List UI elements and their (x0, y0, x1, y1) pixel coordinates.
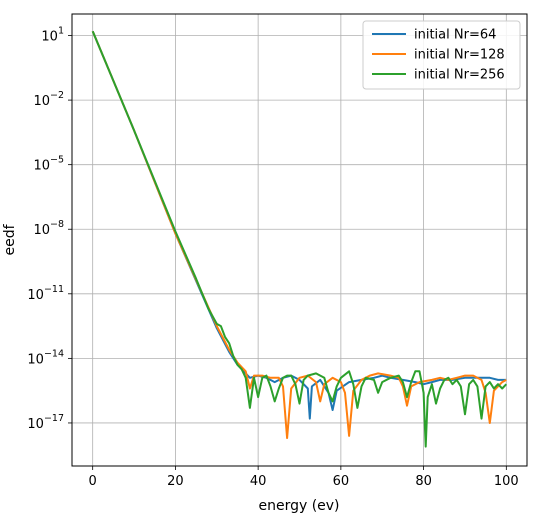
legend: initial Nr=64 initial Nr=128 initial Nr=… (362, 20, 521, 90)
x-tick-label: 0 (89, 474, 97, 489)
legend-label-nr256: initial Nr=256 (414, 68, 505, 83)
legend-box (362, 20, 521, 90)
ticks: 0 20 40 60 80 100 101 10−2 10−5 10−8 10−11 10−14 10−… (27, 26, 518, 489)
y-tick-label: 10−8 (33, 219, 64, 238)
y-tick-label: 10−11 (27, 284, 64, 303)
x-tick-label: 60 (333, 474, 350, 489)
y-tick-label: 10−2 (33, 90, 64, 109)
series-line-2 (91, 30, 508, 448)
x-tick-label: 20 (167, 474, 184, 489)
x-tick-label: 80 (415, 474, 432, 489)
legend-label-nr64: initial Nr=64 (414, 28, 496, 43)
y-tick-label: 10−5 (33, 155, 64, 174)
y-tick-label: 10−14 (27, 348, 64, 367)
series-line-1 (91, 30, 507, 439)
x-axis-label: energy (ev) (258, 498, 339, 514)
series-line-0 (91, 30, 507, 420)
x-tick-label: 40 (250, 474, 267, 489)
y-tick-label: 101 (41, 26, 64, 45)
y-tick-label: 10−17 (27, 413, 64, 432)
x-tick-label: 100 (494, 474, 519, 489)
plot-frame (71, 13, 528, 467)
series-lines (91, 30, 508, 448)
y-axis-label: eedf (2, 223, 18, 255)
legend-label-nr128: initial Nr=128 (414, 48, 505, 63)
